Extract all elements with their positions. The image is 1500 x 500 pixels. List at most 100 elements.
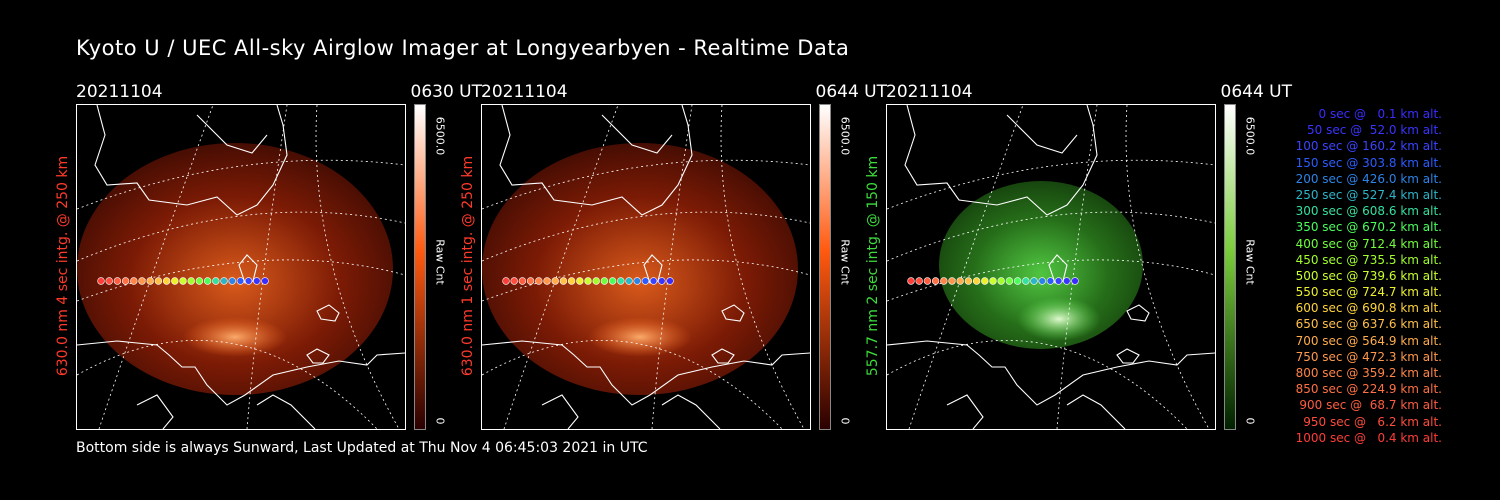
trajectory-point (1030, 277, 1038, 285)
trajectory-point (658, 277, 666, 285)
coastline (482, 105, 810, 429)
image-panel: 20211104 0644 UT 557.7 nm 2 sec intg. @ … (865, 82, 1292, 432)
trajectory-point (666, 277, 674, 285)
aurora-bright-patch (1017, 297, 1101, 341)
trajectory-point (105, 277, 113, 285)
trajectory-point (592, 277, 600, 285)
colorbar-unit-label: Raw Cnt (1243, 239, 1257, 285)
trajectory-point (625, 277, 633, 285)
trajectory-point (997, 277, 1005, 285)
panel-time: 0644 UT (815, 82, 888, 102)
trajectory-point (228, 277, 236, 285)
trajectory-point (502, 277, 510, 285)
trajectory-point (236, 277, 245, 285)
trajectory-point (1046, 277, 1055, 285)
legend-entry: 500 sec @ 739.6 km alt. (1295, 268, 1442, 283)
legend-entry: 550 sec @ 724.7 km alt. (1295, 285, 1442, 300)
trajectory-point (253, 277, 261, 285)
airglow-field (77, 143, 393, 395)
legend-entry: 100 sec @ 160.2 km alt. (1295, 139, 1442, 154)
trajectory-point (1054, 277, 1063, 285)
trajectory-point (649, 277, 658, 285)
grid-lines (77, 105, 405, 429)
panel-time: 0644 UT (1220, 82, 1293, 102)
legend-entry: 900 sec @ 68.7 km alt. (1299, 398, 1442, 413)
trajectory-point (1038, 277, 1046, 285)
colorbar-max-label: 6500.0 (838, 116, 852, 156)
legend-entry: 650 sec @ 637.6 km alt. (1295, 317, 1442, 332)
trajectory-point (1071, 277, 1079, 285)
trajectory-point (154, 277, 163, 285)
allsky-image (481, 104, 811, 430)
trajectory-point (608, 277, 617, 285)
trajectory-point (617, 277, 625, 285)
grid-lines (482, 105, 810, 429)
trajectory-point (989, 277, 997, 285)
trajectory-point (171, 277, 179, 285)
trajectory-point (923, 277, 932, 285)
colorbar-max-label: 6500.0 (433, 116, 447, 156)
panel-date: 20211104 (76, 82, 163, 102)
coastline (77, 105, 405, 429)
colorbar-min-label: 0 (838, 417, 852, 425)
aurora-bright-patch (183, 317, 287, 357)
trajectory-point (948, 277, 956, 285)
legend-entry: 600 sec @ 690.8 km alt. (1295, 301, 1442, 316)
trajectory-point (220, 277, 228, 285)
colorbar (414, 104, 426, 430)
trajectory-point (1063, 277, 1071, 285)
trajectory-point (972, 277, 981, 285)
grid-lines (887, 105, 1215, 429)
colorbar (819, 104, 831, 430)
trajectory-point (964, 277, 973, 285)
trajectory-point (576, 277, 584, 285)
trajectory-point (162, 277, 171, 285)
legend-entry: 200 sec @ 426.0 km alt. (1295, 171, 1442, 186)
trajectory-point (526, 277, 535, 285)
legend-entry: 150 sec @ 303.8 km alt. (1295, 155, 1442, 170)
legend-entry: 700 sec @ 564.9 km alt. (1295, 333, 1442, 348)
trajectory-point (633, 277, 641, 285)
trajectory-point (535, 277, 543, 285)
airglow-field (482, 143, 798, 395)
trajectory-point (138, 277, 146, 285)
trajectory-point (907, 277, 915, 285)
trajectory-point (130, 277, 138, 285)
trajectory-point (146, 277, 154, 285)
legend-entry: 1000 sec @ 0.4 km alt. (1295, 430, 1442, 445)
allsky-image (886, 104, 1216, 430)
trajectory-point (261, 277, 269, 285)
legend-entry: 400 sec @ 712.4 km alt. (1295, 236, 1442, 251)
trajectory-point (244, 277, 253, 285)
panel-wavelength-label: 630.0 nm 1 sec intg. @ 250 km (460, 155, 476, 377)
trajectory-point (559, 277, 568, 285)
trajectory-point (981, 277, 989, 285)
image-panel: 20211104 0644 UT 630.0 nm 1 sec intg. @ … (460, 82, 887, 432)
panel-wavelength-label: 557.7 nm 2 sec intg. @ 150 km (865, 155, 881, 377)
colorbar (1224, 104, 1236, 430)
panel-time: 0630 UT (410, 82, 483, 102)
trajectory-point (600, 277, 609, 285)
trajectory-point (113, 277, 122, 285)
legend-entry: 750 sec @ 472.3 km alt. (1295, 349, 1442, 364)
footer-note: Bottom side is always Sunward, Last Upda… (76, 440, 648, 456)
trajectory-point (956, 277, 964, 285)
trajectory-point (203, 277, 212, 285)
colorbar-unit-label: Raw Cnt (838, 239, 852, 285)
trajectory-legend: 0 sec @ 0.1 km alt. 50 sec @ 52.0 km alt.… (1262, 106, 1442, 446)
aurora-bright-patch (588, 317, 692, 357)
legend-entry: 850 sec @ 224.9 km alt. (1295, 382, 1442, 397)
legend-entry: 350 sec @ 670.2 km alt. (1295, 220, 1442, 235)
trajectory-point (641, 277, 650, 285)
trajectory-point (1005, 277, 1014, 285)
legend-entry: 450 sec @ 735.5 km alt. (1295, 252, 1442, 267)
trajectory-point (915, 277, 923, 285)
trajectory-point (97, 277, 105, 285)
legend-entry: 0 sec @ 0.1 km alt. (1318, 107, 1443, 121)
trajectory-point (567, 277, 576, 285)
trajectory-point (518, 277, 527, 285)
trajectory-point (212, 277, 220, 285)
colorbar-min-label: 0 (1243, 417, 1257, 425)
trajectory-point (940, 277, 948, 285)
trajectory-point (1022, 277, 1030, 285)
